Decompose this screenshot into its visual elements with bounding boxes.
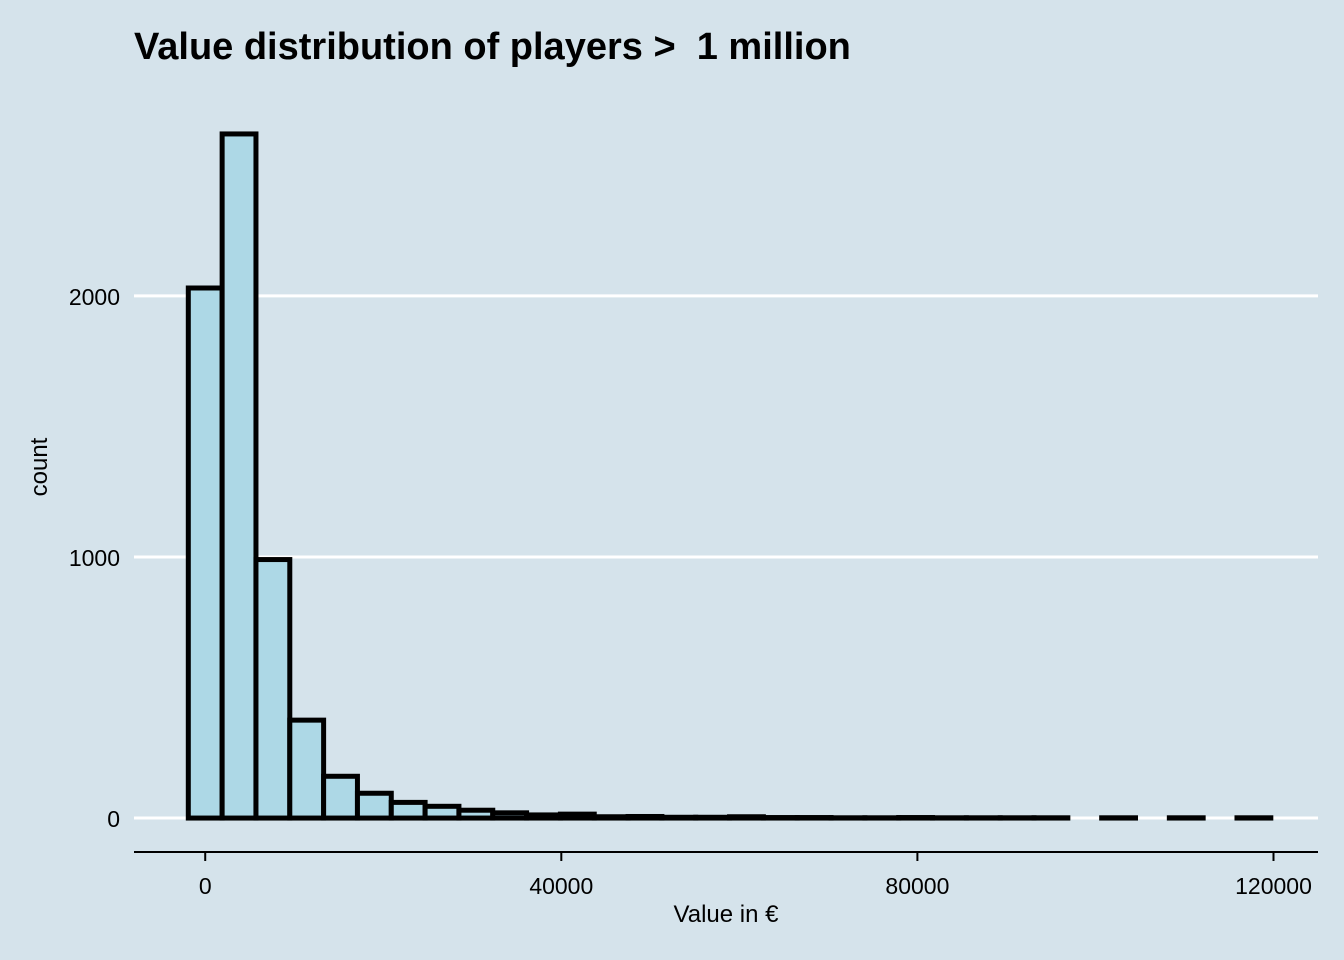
histogram-bar-4 <box>321 773 360 821</box>
histogram-bar-21 <box>896 815 936 821</box>
histogram-bar-7 <box>422 803 462 821</box>
histogram-bar-15 <box>693 814 733 821</box>
histogram-bar-14 <box>659 814 699 821</box>
histogram-bar-17 <box>760 815 800 821</box>
histogram-bar-8 <box>456 807 496 821</box>
histogram-bar-13 <box>625 813 665 821</box>
histogram-bar-1 <box>219 131 259 821</box>
y-axis-ticks: 0 1000 2000 <box>69 284 120 832</box>
x-tick-label-0: 0 <box>199 873 212 899</box>
histogram-bar-11 <box>557 811 597 821</box>
chart-title: Value distribution of players > 1 millio… <box>134 26 851 68</box>
x-axis-ticks: 0 40000 80000 120000 <box>199 852 1312 899</box>
y-tick-label-1: 1000 <box>69 545 120 571</box>
x-tick-label-2: 80000 <box>885 873 949 899</box>
histogram-bar-10 <box>524 812 563 821</box>
histogram-bar-3 <box>287 717 327 821</box>
histogram-bar-16 <box>727 814 766 821</box>
bars <box>185 131 1274 821</box>
x-axis-title: Value in € <box>674 901 780 928</box>
histogram-bar-9 <box>490 810 530 821</box>
x-tick-label-3: 120000 <box>1235 873 1312 899</box>
histogram-bar-2 <box>253 557 293 821</box>
histogram-bar-5 <box>354 790 394 821</box>
y-tick-label-2: 2000 <box>69 284 120 310</box>
histogram-bar-12 <box>591 814 631 821</box>
histogram-bar-6 <box>388 799 428 821</box>
y-axis-title: count <box>26 437 53 496</box>
histogram-bar-0 <box>185 285 225 821</box>
histogram-bar-18 <box>794 815 834 821</box>
x-tick-label-1: 40000 <box>529 873 593 899</box>
y-tick-label-0: 0 <box>107 806 120 832</box>
